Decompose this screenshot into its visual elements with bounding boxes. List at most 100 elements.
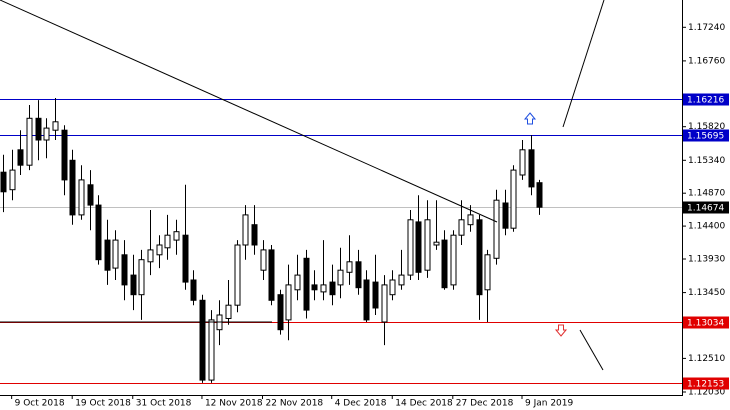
candle-body-up <box>26 117 33 166</box>
price-level-label: 1.16216 <box>687 96 724 106</box>
candle-body-up <box>337 269 344 286</box>
candle-body-up <box>285 284 292 321</box>
candle-body-up <box>424 219 431 271</box>
candle-body-up <box>510 169 517 229</box>
candle-body-down <box>69 159 76 216</box>
candle-body-up <box>52 121 59 131</box>
candle-body-up <box>467 214 474 226</box>
candle-body-down <box>268 249 275 301</box>
up-arrow-icon <box>523 112 537 125</box>
y-tick-label: 1.14400 <box>688 222 725 232</box>
candles-layer <box>0 97 543 383</box>
candle-body-up <box>458 219 465 236</box>
price-level-label-box <box>683 316 729 329</box>
candle-body-down <box>363 279 370 321</box>
candle-body-up <box>242 214 249 246</box>
candle-body-up <box>294 274 301 291</box>
y-tick-label: 1.13930 <box>688 254 725 264</box>
price-level-label-box <box>683 201 729 214</box>
candle-body-down <box>104 239 111 271</box>
candle-body-up <box>484 254 491 291</box>
candle-body-up <box>398 274 405 286</box>
y-tick-label: 1.15340 <box>688 156 725 166</box>
y-tick-label: 1.16760 <box>688 56 725 66</box>
candle-body-up <box>450 234 457 286</box>
price-level-label-box <box>683 93 729 106</box>
candle-body-down <box>251 224 258 246</box>
y-tick-label: 1.12030 <box>688 387 725 397</box>
candle-body-up <box>320 284 327 293</box>
projection-line-up <box>562 0 605 128</box>
candle-body-down <box>95 204 102 261</box>
x-tick-label: 27 Dec 2018 <box>456 399 514 409</box>
axes-layer: 1.17240 1.16760 1.15820 1.15340 1.14870 1.144… <box>11 23 729 409</box>
candle-body-up <box>208 319 215 381</box>
candle-body-up <box>433 241 440 246</box>
price-level-label: 1.13034 <box>687 319 724 329</box>
price-level-label: 1.14674 <box>687 204 724 214</box>
candle-body-up <box>138 259 145 296</box>
candle-body-down <box>121 254 128 286</box>
trend-line <box>0 0 498 223</box>
y-tick-label: 1.17240 <box>688 23 725 33</box>
y-tick-label: 1.14870 <box>688 189 725 199</box>
candle-body-up <box>147 249 154 263</box>
candle-body-down <box>199 299 206 381</box>
candle-body-up <box>519 149 526 176</box>
candle-body-down <box>61 129 68 181</box>
candle-body-down <box>311 284 318 291</box>
candle-body-up <box>9 169 16 191</box>
candle-body-up <box>156 244 163 256</box>
candle-body-up <box>173 231 180 241</box>
x-tick-label: 19 Oct 2018 <box>75 399 131 409</box>
candle-body-up <box>164 234 171 249</box>
candle-body-down <box>502 202 509 229</box>
candle-body-up <box>407 219 414 276</box>
candle-body-up <box>381 284 388 323</box>
candle-body-down <box>87 184 94 206</box>
candle-body-down <box>130 274 137 296</box>
x-tick-label: 9 Oct 2018 <box>15 399 65 409</box>
candle-body-down <box>190 279 197 301</box>
y-tick-label: 1.12510 <box>688 354 725 364</box>
x-tick-label: 14 Dec 2018 <box>395 399 453 409</box>
down-arrow-icon <box>554 324 568 337</box>
candle-body-down <box>441 239 448 289</box>
x-tick-label: 12 Nov 2018 <box>205 399 263 409</box>
candle-body-down <box>35 117 42 141</box>
x-tick-label: 31 Oct 2018 <box>136 399 192 409</box>
candle-body-down <box>17 149 24 166</box>
y-tick-label: 1.13450 <box>688 288 725 298</box>
x-tick-label: 22 Nov 2018 <box>266 399 324 409</box>
price-level-label-box <box>683 377 729 390</box>
candle-body-up <box>234 244 241 306</box>
candle-body-up <box>260 249 267 271</box>
candle-body-up <box>346 261 353 273</box>
candle-body-down <box>0 171 7 193</box>
candle-body-up <box>112 239 119 269</box>
candle-body-down <box>536 182 543 208</box>
candle-body-up <box>78 179 85 216</box>
candle-body-down <box>415 221 422 273</box>
candle-body-up <box>493 199 500 259</box>
candle-body-down <box>476 219 483 296</box>
x-tick-label: 4 Dec 2018 <box>335 399 387 409</box>
candle-body-down <box>372 281 379 309</box>
candle-body-down <box>355 261 362 289</box>
price-level-label: 1.12153 <box>687 380 724 390</box>
x-tick-label: 9 Jan 2019 <box>525 399 573 409</box>
projection-line-down <box>579 329 604 371</box>
candle-body-down <box>329 281 336 296</box>
candle-body-down <box>182 234 189 283</box>
price-level-label-box <box>683 129 729 142</box>
candle-body-down <box>528 149 535 188</box>
candle-body-up <box>43 127 50 141</box>
candle-body-down <box>277 294 284 331</box>
candle-body-up <box>225 304 232 319</box>
price-level-label: 1.15695 <box>687 132 724 142</box>
candle-body-down <box>303 257 310 311</box>
candle-body-up <box>389 279 396 296</box>
y-tick-label: 1.15820 <box>688 122 725 132</box>
